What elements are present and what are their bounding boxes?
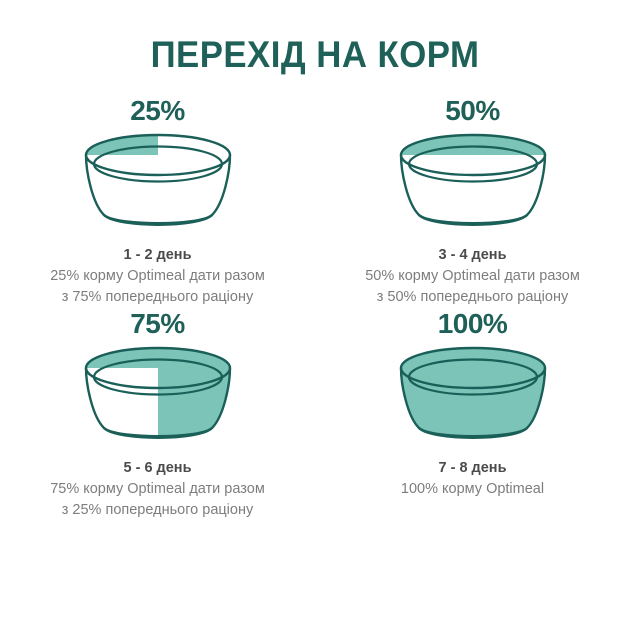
step-3-description: 75% корму Optimeal дати разом з 25% попе… (50, 481, 265, 519)
step-1-percent-label: 25% (130, 95, 185, 126)
step-4-description: 100% корму Optimeal (400, 481, 545, 498)
step-4-percent-label: 100% (437, 308, 508, 340)
steps-grid: 25% (0, 95, 630, 521)
step-2-description: 50% корму Optimeal дати разом з 50% попе… (365, 268, 580, 306)
step-1-description: 25% корму Optimeal дати разом з 75% попе… (50, 268, 265, 306)
step-4-day: 7 - 8 день (438, 460, 507, 477)
dog-bowl-icon (388, 131, 558, 235)
dog-bowl-icon (73, 344, 243, 448)
step-card-3: 75% (0, 308, 315, 521)
dog-bowl-icon (73, 131, 243, 235)
step-2-percent-label: 50% (445, 95, 500, 126)
step-2-day: 3 - 4 день (438, 247, 507, 263)
step-3-caption: 5 - 6 день 75% корму Optimeal дати разом… (50, 458, 265, 521)
step-card-2: 50% (315, 95, 630, 308)
step-3-day: 5 - 6 день (123, 460, 192, 477)
step-2-caption: 3 - 4 день 50% корму Optimeal дати разом… (365, 245, 580, 308)
step-3-percent-label: 75% (130, 308, 185, 340)
step-1-day: 1 - 2 день (123, 247, 192, 263)
page-title: ПЕРЕХІД НА КОРМ (150, 34, 480, 75)
step-4-caption: 7 - 8 день 100% корму Optimeal (401, 458, 544, 500)
step-1-caption: 1 - 2 день 25% корму Optimeal дати разом… (50, 245, 265, 308)
step-card-4: 100% 7 - 8 день 100% корму Optimeal (315, 308, 630, 521)
dog-bowl-icon (388, 344, 558, 448)
step-card-1: 25% (0, 95, 315, 308)
